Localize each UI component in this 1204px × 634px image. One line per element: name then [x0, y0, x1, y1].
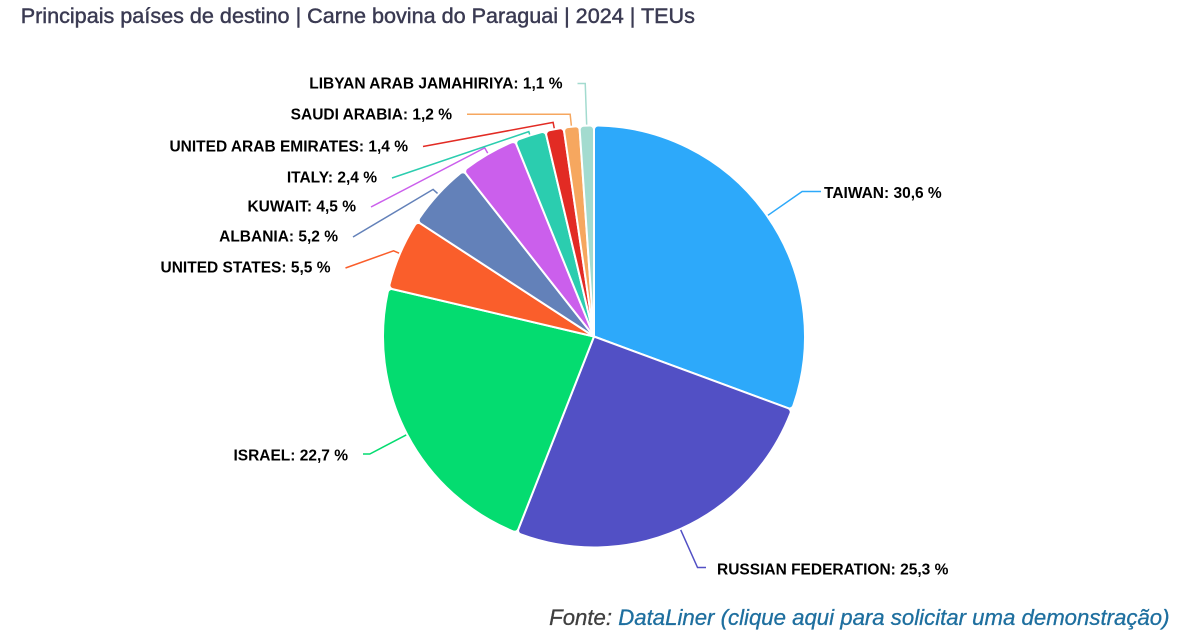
svg-text:SAUDI ARABIA: 1,2 %: SAUDI ARABIA: 1,2 %	[291, 106, 453, 123]
svg-text:ALBANIA: 5,2 %: ALBANIA: 5,2 %	[219, 229, 338, 246]
svg-text:ISRAEL: 22,7 %: ISRAEL: 22,7 %	[233, 448, 348, 465]
svg-text:UNITED STATES: 5,5 %: UNITED STATES: 5,5 %	[161, 259, 331, 276]
svg-text:LIBYAN ARAB JAMAHIRIYA: 1,1 %: LIBYAN ARAB JAMAHIRIYA: 1,1 %	[309, 76, 562, 93]
svg-text:ITALY: 2,4 %: ITALY: 2,4 %	[287, 170, 377, 187]
svg-text:RUSSIAN FEDERATION: 25,3 %: RUSSIAN FEDERATION: 25,3 %	[717, 562, 949, 579]
svg-text:UNITED ARAB EMIRATES: 1,4 %: UNITED ARAB EMIRATES: 1,4 %	[169, 138, 408, 155]
svg-text:TAIWAN: 30,6 %: TAIWAN: 30,6 %	[824, 185, 942, 202]
svg-text:KUWAIT: 4,5 %: KUWAIT: 4,5 %	[247, 199, 356, 216]
